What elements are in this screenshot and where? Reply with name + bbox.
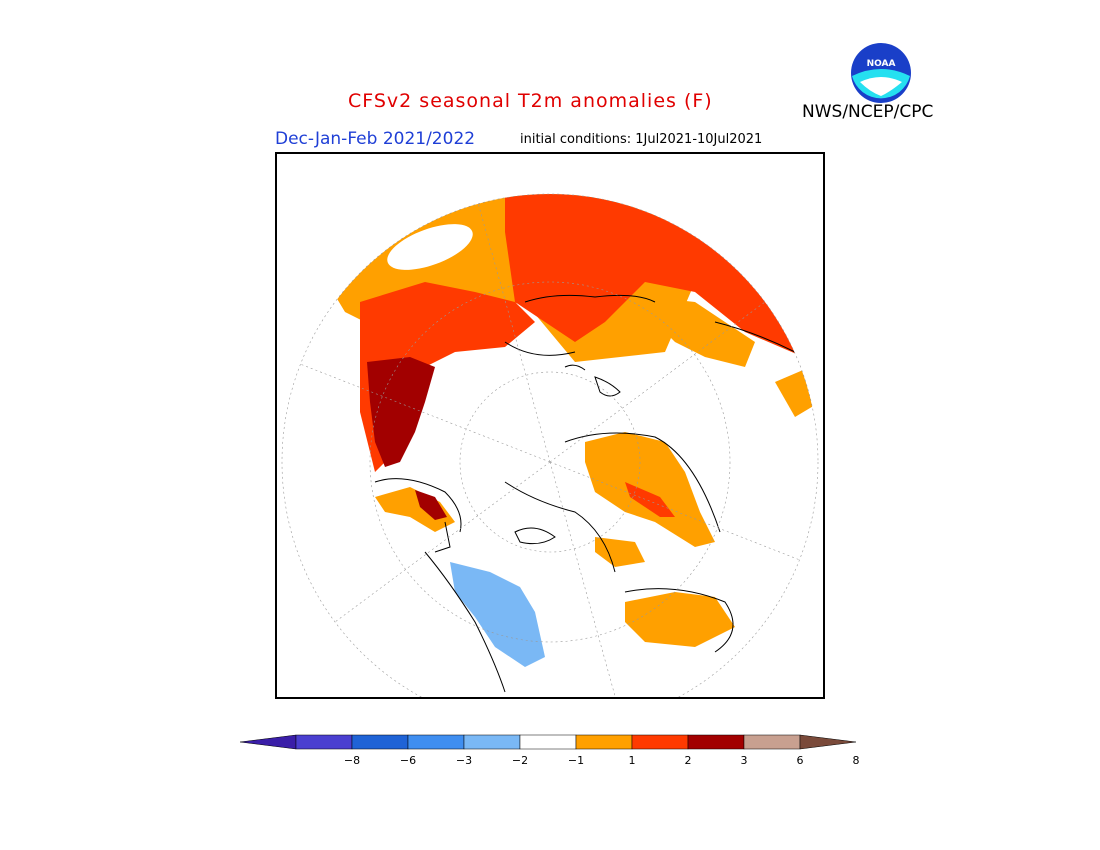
colorbar-box: [351, 734, 409, 750]
colorbar-box: [687, 734, 745, 750]
colorbar-tick-label: 8: [852, 754, 860, 767]
anomaly-region-alaska-darkred: [415, 490, 447, 520]
colorbar-box: [743, 734, 801, 750]
colorbar-tick-label: −2: [511, 754, 529, 767]
colorbar-right-arrow: [799, 734, 857, 750]
anomaly-region-alaska-orange: [375, 487, 455, 532]
colorbar-box: [463, 734, 521, 750]
colorbar-tick-label: 2: [684, 754, 692, 767]
agency-label: NWS/NCEP/CPC: [802, 102, 934, 122]
season-label: Dec-Jan-Feb 2021/2022: [275, 129, 476, 149]
noaa-logo: NOAA: [851, 43, 911, 103]
colorbar-tick-label: 1: [628, 754, 636, 767]
colorbar-box: [631, 734, 689, 750]
anomaly-region-siberia-darkred: [367, 357, 435, 467]
colorbar-tick-label: −8: [343, 754, 361, 767]
initial-conditions-label: initial conditions: 1Jul2021-10Jul2021: [520, 132, 763, 147]
colorbar-tick-label: −3: [455, 754, 473, 767]
anomaly-region-europe-orange: [650, 297, 755, 367]
noaa-logo-text: NOAA: [867, 59, 896, 69]
anomaly-region-useast-orange: [625, 592, 735, 647]
colorbar-tick-label: −6: [399, 754, 417, 767]
anomaly-region-greenland-red: [625, 482, 675, 517]
anomaly-region-canada-orange: [595, 537, 645, 567]
colorbar-tick-label: 3: [740, 754, 748, 767]
colorbar-box: [575, 734, 633, 750]
colorbar-left-arrow: [240, 734, 297, 750]
colorbar-box: [295, 734, 353, 750]
polar-anomaly-map: [275, 152, 825, 699]
colorbar: [240, 734, 857, 750]
colorbar-tick-label: −1: [567, 754, 585, 767]
chart-title: CFSv2 seasonal T2m anomalies (F): [348, 90, 713, 112]
colorbar-box: [407, 734, 465, 750]
anomaly-region-greenland-orange: [585, 432, 715, 547]
colorbar-box: [519, 734, 577, 750]
colorbar-tick-label: 6: [796, 754, 804, 767]
anomaly-region-west-cool-blue: [450, 562, 545, 667]
neutral-patch-1: [387, 224, 473, 270]
